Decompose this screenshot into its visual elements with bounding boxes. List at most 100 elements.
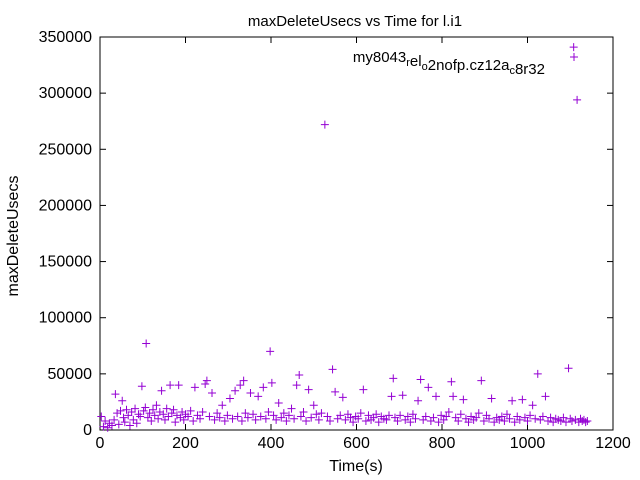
data-point [361, 417, 370, 426]
data-point [184, 412, 193, 421]
data-point [159, 410, 168, 419]
data-point [389, 374, 398, 383]
data-point [546, 413, 555, 422]
data-point [331, 387, 340, 396]
data-point [287, 404, 296, 413]
data-point [566, 414, 575, 423]
axis-ticks: 0 200 400 600 800 1000 1200 0 50000 100000 150000 2… [39, 29, 631, 452]
data-point [502, 410, 511, 419]
data-point [323, 412, 332, 421]
data-point [341, 415, 350, 424]
data-point [364, 411, 373, 420]
data-point [208, 388, 217, 397]
data-point [97, 412, 106, 421]
data-point [382, 415, 391, 424]
data-point [259, 383, 268, 392]
data-point [122, 405, 131, 414]
data-point [456, 410, 465, 419]
data-point [336, 411, 345, 420]
data-point [284, 411, 293, 420]
data-point [249, 410, 258, 419]
data-point [201, 379, 210, 388]
data-point [338, 393, 347, 402]
data-point [472, 413, 481, 422]
data-point [576, 414, 585, 423]
data-point [356, 409, 365, 418]
data-point [454, 417, 463, 426]
data-point [359, 385, 368, 394]
data-point [236, 381, 245, 390]
data-point [189, 417, 198, 426]
data-point [179, 415, 188, 424]
data-point [538, 412, 547, 421]
data-point [372, 410, 381, 419]
data-point [325, 417, 334, 426]
data-point [111, 390, 120, 399]
data-point [299, 408, 308, 417]
data-point [317, 409, 326, 418]
data-point [251, 415, 260, 424]
data-point [198, 408, 207, 417]
data-point [518, 395, 527, 404]
data-point [449, 392, 458, 401]
y-tick-label: 0 [83, 422, 92, 439]
data-point [531, 414, 540, 423]
chart-title: maxDeleteUsecs vs Time for l.i1 [248, 13, 462, 30]
data-point [559, 413, 568, 422]
data-point [581, 418, 590, 427]
data-point [127, 408, 136, 417]
data-point [266, 347, 275, 356]
data-point [176, 413, 185, 422]
data-point [432, 392, 441, 401]
data-point [139, 406, 148, 415]
data-point [569, 43, 578, 52]
data-point [274, 399, 283, 408]
data-point [523, 417, 532, 426]
data-point [447, 377, 456, 386]
data-point [261, 414, 270, 423]
y-tick-label: 150000 [39, 254, 92, 271]
data-point [290, 414, 299, 423]
data-point [398, 391, 407, 400]
data-point [505, 414, 514, 423]
data-point [124, 411, 133, 420]
data-point [528, 401, 537, 410]
data-point [99, 422, 108, 431]
data-point [416, 375, 425, 384]
data-point [526, 411, 535, 420]
x-tick-label: 400 [258, 435, 285, 452]
data-point [101, 417, 110, 426]
data-point [304, 385, 313, 394]
plot-frame [99, 36, 614, 431]
data-point [479, 417, 488, 426]
legend-series-label: my8043relo2nofp.cz12ac8r32 [353, 49, 545, 78]
data-point [490, 418, 499, 427]
y-tick-label: 350000 [39, 29, 92, 46]
data-point [205, 412, 214, 421]
data-point [149, 405, 158, 414]
data-point [231, 386, 240, 395]
data-point [279, 409, 288, 418]
data-point [218, 401, 227, 410]
data-point [118, 396, 127, 405]
data-point [114, 420, 123, 429]
data-point [228, 414, 237, 423]
data-point [142, 339, 151, 348]
data-point [241, 409, 250, 418]
data-point [485, 414, 494, 423]
data-point [477, 376, 486, 385]
data-point [110, 415, 119, 424]
data-point [393, 417, 402, 426]
data-point [210, 415, 219, 424]
data-point [131, 404, 140, 413]
data-point [309, 401, 318, 410]
data-point [583, 417, 592, 426]
data-point [500, 417, 509, 426]
data-point [574, 418, 583, 427]
data-point [167, 409, 176, 418]
data-point [154, 414, 163, 423]
x-tick-label: 0 [96, 435, 105, 452]
data-point [202, 376, 211, 385]
data-point [137, 382, 146, 391]
